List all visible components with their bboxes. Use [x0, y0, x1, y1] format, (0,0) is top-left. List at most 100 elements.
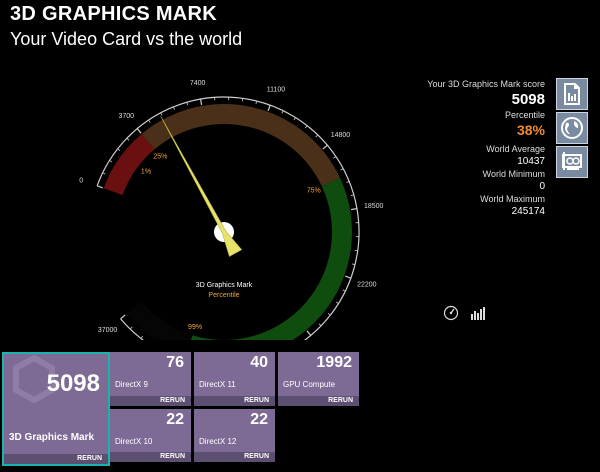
gauge-band-top — [125, 301, 193, 340]
gauge-tick-label: 7400 — [190, 80, 206, 87]
gauge-tick — [148, 119, 151, 123]
gauge-tick-label: 3700 — [119, 113, 135, 120]
gauge-tick — [126, 137, 130, 141]
gauge-tick — [281, 110, 284, 114]
bar-chart-icon[interactable] — [470, 305, 486, 321]
globe-icon — [561, 117, 583, 139]
score-value: 5098 — [511, 91, 545, 108]
tile-gpu-compute[interactable]: 1992 GPU Compute RERUN — [278, 352, 359, 406]
gauge-tick — [322, 144, 328, 150]
rerun-button[interactable]: RERUN — [194, 452, 275, 462]
document-icon — [564, 83, 580, 105]
world-maximum-label: World Maximum — [480, 194, 545, 204]
percentile-label: Percentile — [504, 110, 545, 120]
gauge-band-low — [103, 133, 155, 196]
tile-3d-graphics-mark[interactable]: 5098 3D Graphics Mark RERUN — [2, 352, 110, 466]
gauge-center-title: 3D Graphics Mark — [196, 282, 253, 289]
tile-value: 5098 — [46, 370, 100, 397]
gauge-tick-label: 14800 — [331, 132, 351, 139]
tile-name: DirectX 10 — [115, 437, 153, 446]
gauge-tick — [102, 172, 106, 175]
gauge-tick — [340, 168, 344, 171]
tile-name: 3D Graphics Mark — [9, 432, 95, 443]
gauge-percentile-mark: 25% — [153, 154, 167, 161]
gauge-tick-label: 0 — [79, 178, 83, 185]
gauge-tick — [342, 289, 346, 292]
gauge-tick — [199, 98, 203, 106]
gauge-tick — [117, 148, 121, 152]
speedometer-icon[interactable] — [443, 305, 459, 321]
percentile-value: 38% — [516, 122, 545, 138]
tile-directx9[interactable]: 76 DirectX 9 RERUN — [110, 352, 191, 406]
gauge-tick — [315, 134, 319, 138]
gauge-tick-label: 11100 — [267, 87, 286, 94]
tile-value: 1992 — [316, 354, 352, 371]
gauge-tick — [173, 106, 175, 110]
3d-cube-icon — [13, 354, 55, 404]
page-title: 3D GRAPHICS MARK — [10, 3, 218, 25]
gauge-tick — [293, 117, 296, 121]
gauge-tick — [345, 275, 352, 279]
gauge-band-high — [190, 177, 352, 340]
tile-directx12[interactable]: 22 DirectX 12 RERUN — [194, 409, 275, 462]
tile-name: GPU Compute — [283, 380, 336, 389]
gauge-tick — [186, 102, 189, 106]
gauge-tick-label: 18500 — [364, 203, 384, 210]
world-minimum-label: World Minimum — [482, 169, 545, 179]
document-button[interactable] — [556, 78, 588, 110]
score-gauge: 0370074001110014800185002220025900296003… — [79, 80, 384, 340]
score-panel: Your 3D Graphics Mark score 5098 Percent… — [375, 78, 545, 218]
rerun-button[interactable]: RERUN — [110, 396, 191, 406]
gauge-tick — [109, 160, 113, 163]
gauge-band-mid — [141, 104, 341, 187]
gauge-tick — [96, 185, 103, 189]
gauge-tick — [350, 207, 358, 211]
gauge-tick — [136, 128, 142, 134]
gauge-tick — [304, 125, 308, 129]
tile-directx10[interactable]: 22 DirectX 10 RERUN — [110, 409, 191, 462]
gauge-tick-label: 22200 — [357, 281, 377, 288]
world-average-label: World Average — [486, 144, 545, 154]
gauge-needle — [160, 116, 243, 257]
gauge-tick — [306, 330, 312, 336]
gauge-tick — [120, 314, 126, 320]
gauge-center-subtitle: Percentile — [208, 292, 239, 299]
gauge-tick — [318, 323, 322, 327]
world-minimum-value: 0 — [539, 181, 545, 192]
gauge-outer-arc — [96, 96, 360, 340]
tile-name: DirectX 9 — [115, 380, 148, 389]
video-card-button[interactable] — [556, 146, 588, 178]
tile-name: DirectX 11 — [199, 380, 236, 389]
world-average-value: 10437 — [517, 156, 545, 167]
gauge-tick — [350, 194, 354, 197]
gauge-tick — [327, 312, 331, 316]
gauge-tick — [160, 112, 163, 116]
rerun-button[interactable]: RERUN — [4, 454, 108, 464]
gauge-tick — [346, 181, 350, 183]
tile-value: 40 — [250, 354, 268, 371]
gauge-tick — [140, 335, 144, 339]
gauge-tick — [335, 301, 339, 304]
gauge-tick — [255, 100, 258, 105]
gauge-tick-label: 37000 — [98, 327, 118, 334]
rerun-button[interactable]: RERUN — [278, 396, 359, 406]
gauge-tick — [267, 104, 271, 111]
tile-value: 76 — [166, 354, 184, 371]
video-card-icon — [562, 152, 582, 170]
rerun-button[interactable]: RERUN — [194, 396, 275, 406]
tile-value: 22 — [166, 411, 184, 428]
rerun-button[interactable]: RERUN — [110, 452, 191, 462]
gauge-tick — [333, 156, 337, 159]
gauge-percentile-mark: 99% — [188, 324, 202, 331]
gauge-tick — [129, 326, 133, 330]
tile-directx11[interactable]: 40 DirectX 11 RERUN — [194, 352, 275, 406]
tile-name: DirectX 12 — [199, 437, 237, 446]
score-label: Your 3D Graphics Mark score — [427, 79, 545, 89]
gauge-percentile-mark: 1% — [141, 169, 151, 176]
gauge-tick — [351, 263, 356, 266]
globe-button[interactable] — [556, 112, 588, 144]
page-subtitle: Your Video Card vs the world — [10, 29, 243, 49]
gauge-percentile-mark: 75% — [307, 188, 321, 195]
tile-value: 22 — [250, 411, 268, 428]
world-maximum-value: 245174 — [511, 206, 545, 217]
